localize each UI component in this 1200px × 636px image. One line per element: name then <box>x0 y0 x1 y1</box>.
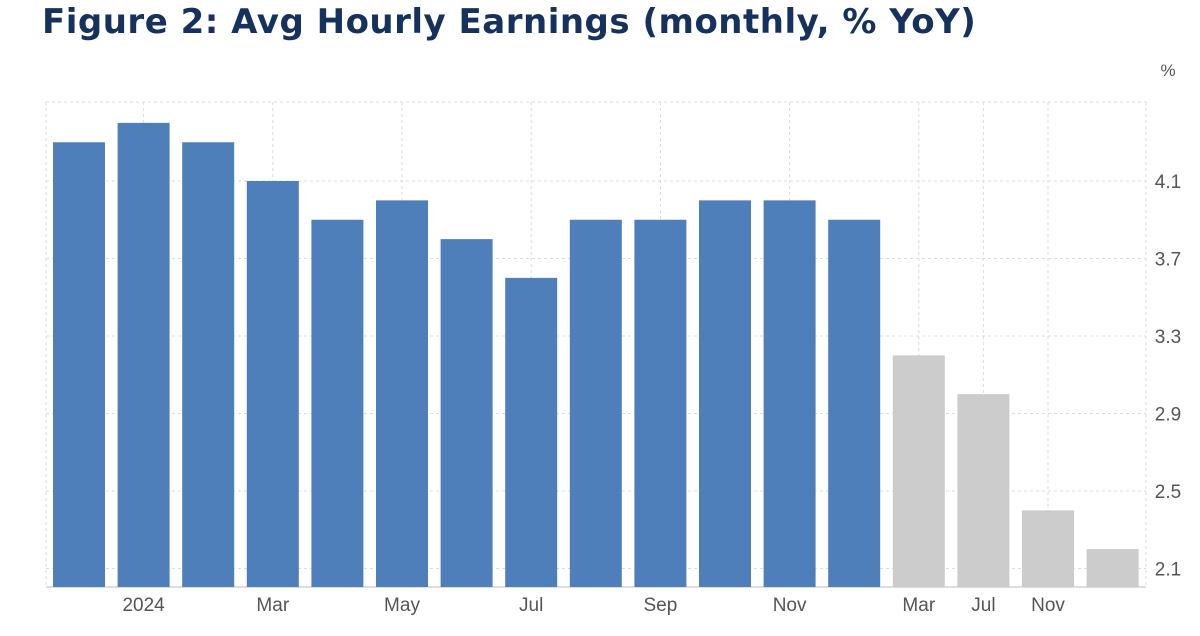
x-tick-label: Nov <box>1031 595 1065 616</box>
x-tick-label: Jul <box>519 595 543 616</box>
bar-actual <box>376 200 428 587</box>
bar-actual <box>569 219 622 587</box>
x-tick-label: Sep <box>643 595 677 616</box>
x-tick-label: Jul <box>971 595 995 616</box>
x-tick-label: Mar <box>902 595 935 616</box>
bar-actual <box>182 142 235 587</box>
y-tick-label: 2.5 <box>1155 482 1181 503</box>
x-tick-label: 2024 <box>122 595 165 616</box>
bar-actual <box>117 122 170 587</box>
y-unit-label: % <box>1160 61 1175 80</box>
bar-forecast <box>1022 510 1074 587</box>
y-tick-label: 2.9 <box>1155 405 1181 426</box>
x-tick-label: Nov <box>773 595 807 616</box>
bar-actual <box>505 277 558 587</box>
bar-forecast <box>892 355 945 587</box>
x-tick-label: May <box>384 595 420 616</box>
x-tick-label: Mar <box>256 595 289 616</box>
bar-actual <box>246 181 299 587</box>
y-tick-label: 3.7 <box>1155 250 1181 271</box>
bar-actual <box>634 219 687 587</box>
bar-actual <box>440 239 493 587</box>
bar-actual <box>311 219 364 587</box>
bar-actual <box>53 142 105 587</box>
bar-forecast <box>1086 549 1139 587</box>
bar-actual <box>699 200 751 587</box>
y-tick-label: 2.1 <box>1155 560 1181 581</box>
y-tick-label: 3.3 <box>1155 327 1181 348</box>
bar-actual <box>828 219 881 587</box>
bar-forecast <box>957 394 1010 587</box>
chart-title: Figure 2: Avg Hourly Earnings (monthly, … <box>42 2 977 42</box>
bar-actual <box>763 200 816 587</box>
y-tick-label: 4.1 <box>1155 172 1181 193</box>
